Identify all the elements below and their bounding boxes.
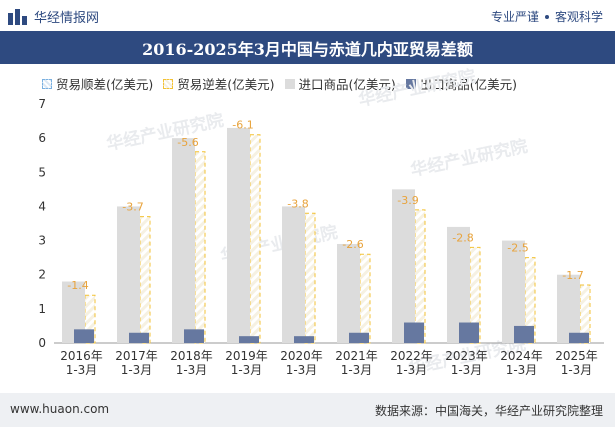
deficit-data-label: -2.6 — [342, 238, 363, 251]
x-tick-label: 2021年 — [335, 349, 378, 363]
chart-plot: 华经产业研究院华经产业研究院华经产业研究院华经产业研究院华经产业研究院01234… — [38, 66, 604, 379]
deficit-bar — [194, 151, 206, 344]
deficit-data-label: -3.8 — [287, 197, 308, 210]
x-tick-label: 1-3月 — [231, 363, 263, 377]
x-tick-label: 1-3月 — [561, 363, 593, 377]
deficit-data-label: -3.9 — [397, 194, 418, 207]
export-bar — [569, 332, 589, 343]
deficit-data-label: -6.1 — [232, 119, 253, 132]
deficit-data-label: -2.8 — [452, 231, 473, 244]
export-bar — [459, 322, 479, 343]
deficit-bar — [304, 212, 316, 344]
y-tick-label: 3 — [38, 234, 46, 248]
y-tick-label: 5 — [38, 165, 46, 179]
import-bar — [227, 127, 250, 344]
import-bar — [502, 240, 525, 343]
deficit-bar — [139, 216, 151, 344]
x-tick-label: 2016年 — [60, 349, 103, 363]
deficit-data-label: -2.5 — [507, 242, 528, 255]
tagline-separator-dot — [544, 14, 549, 19]
legend-item-deficit[interactable]: 贸易逆差(亿美元) — [163, 74, 275, 93]
import-bar — [62, 281, 85, 343]
legend-swatch-exports — [405, 78, 416, 89]
export-bar — [349, 332, 369, 343]
tagline-left: 专业严谨 — [490, 10, 539, 24]
x-tick-label: 2017年 — [115, 349, 158, 363]
y-tick-label: 6 — [38, 131, 46, 145]
y-tick-label: 4 — [38, 199, 46, 213]
legend-swatch-imports — [284, 78, 295, 89]
chart-title: 2016-2025年3月中国与赤道几内亚贸易差额 — [142, 39, 473, 59]
import-bar — [557, 274, 580, 343]
legend-label-exports: 出口商品(亿美元) — [419, 77, 518, 92]
import-bar — [392, 189, 415, 343]
x-tick-label: 2020年 — [280, 349, 323, 363]
logo-icon — [8, 7, 28, 25]
export-bar — [514, 325, 534, 343]
x-tick-label: 1-3月 — [451, 363, 483, 377]
y-tick-label: 1 — [38, 302, 46, 316]
x-tick-label: 2023年 — [445, 349, 488, 363]
export-bar — [294, 336, 314, 343]
watermark-text: 华经产业研究院 — [409, 136, 530, 181]
export-bar — [129, 332, 149, 343]
export-bar — [184, 329, 204, 343]
tagline-right: 客观科学 — [554, 10, 603, 24]
legend-item-surplus[interactable]: 贸易顺差(亿美元) — [42, 74, 153, 93]
x-tick-label: 1-3月 — [176, 363, 208, 377]
y-tick-label: 0 — [38, 336, 46, 350]
x-tick-label: 2019年 — [225, 349, 268, 363]
brand[interactable]: 华经情报网 — [8, 6, 99, 26]
export-bar — [74, 329, 94, 343]
x-tick-label: 2024年 — [500, 349, 543, 363]
chart-legend: 贸易顺差(亿美元) 贸易逆差(亿美元) 进口商品(亿美元) 出口商品(亿美元) — [42, 74, 527, 93]
x-tick-label: 1-3月 — [66, 363, 98, 377]
legend-swatch-deficit — [163, 78, 174, 89]
x-tick-label: 2022年 — [390, 349, 433, 363]
footer-source: 数据来源：中国海关，华经产业研究院整理 — [374, 404, 603, 418]
deficit-data-label: -1.4 — [67, 279, 88, 292]
deficit-bar — [249, 134, 261, 344]
import-bar — [117, 206, 140, 343]
legend-swatch-surplus — [42, 78, 52, 89]
legend-label-deficit: 贸易逆差(亿美元) — [177, 77, 275, 92]
export-bar — [404, 322, 424, 343]
x-tick-label: 1-3月 — [121, 363, 153, 377]
y-tick-label: 2 — [38, 268, 46, 282]
legend-label-surplus: 贸易顺差(亿美元) — [56, 77, 154, 92]
legend-label-imports: 进口商品(亿美元) — [298, 77, 396, 92]
legend-item-imports[interactable]: 进口商品(亿美元) — [284, 74, 396, 93]
deficit-data-label: -1.7 — [562, 269, 583, 282]
x-tick-label: 1-3月 — [341, 363, 373, 377]
footer-bar: www.huaon.com 数据来源：中国海关，华经产业研究院整理 — [0, 393, 615, 427]
watermark-text: 华经产业研究院 — [105, 110, 226, 155]
chart-title-bar: 2016-2025年3月中国与赤道几内亚贸易差额 — [0, 31, 615, 64]
watermark-text: 华经产业研究院 — [357, 66, 478, 111]
x-tick-label: 2018年 — [170, 349, 213, 363]
y-tick-label: 7 — [38, 97, 46, 111]
x-tick-label: 1-3月 — [396, 363, 428, 377]
legend-item-exports[interactable]: 出口商品(亿美元) — [405, 74, 518, 93]
deficit-data-label: -5.6 — [177, 136, 198, 149]
x-tick-label: 2025年 — [555, 349, 598, 363]
x-tick-label: 1-3月 — [286, 363, 318, 377]
deficit-data-label: -3.7 — [122, 201, 143, 214]
import-bar — [447, 226, 470, 343]
import-bar — [282, 206, 305, 343]
top-strip: 华经情报网 专业严谨 客观科学 — [0, 0, 615, 31]
deficit-bar — [359, 253, 371, 344]
tagline: 专业严谨 客观科学 — [491, 8, 603, 25]
export-bar — [239, 336, 259, 343]
import-bar — [172, 138, 195, 343]
import-bar — [337, 243, 360, 343]
x-tick-label: 1-3月 — [506, 363, 538, 377]
brand-name: 华经情报网 — [34, 10, 100, 26]
footer-website[interactable]: www.huaon.com — [10, 402, 110, 416]
